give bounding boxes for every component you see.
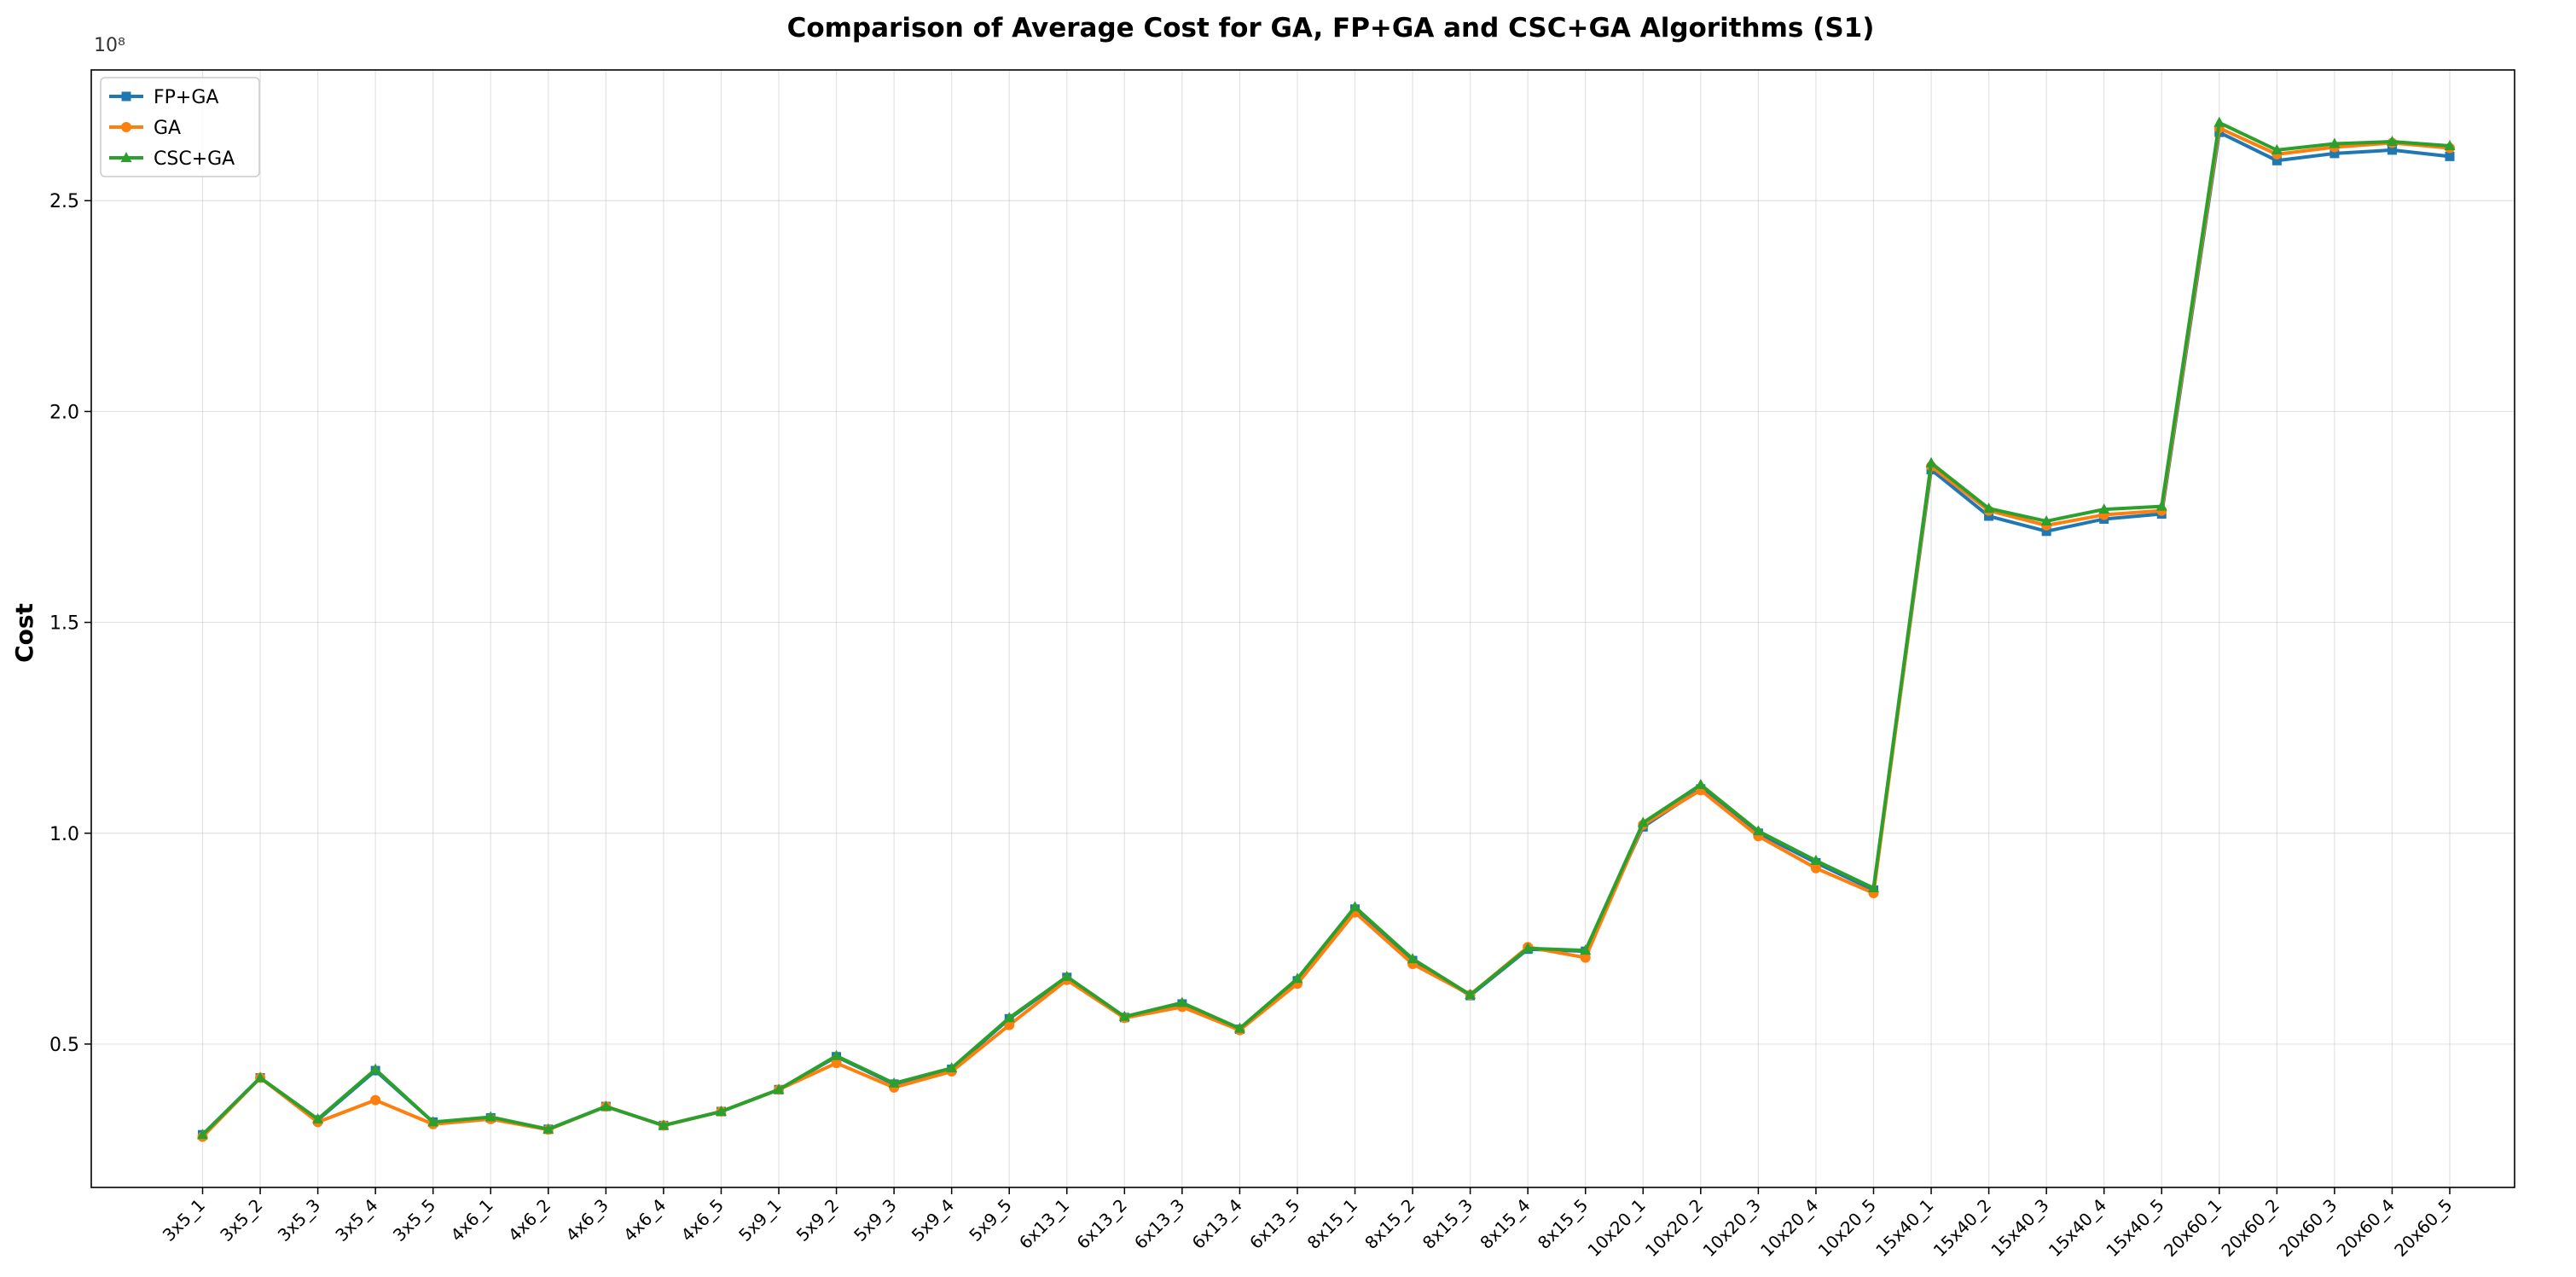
data-point-csc-ga	[1407, 953, 1419, 964]
data-point-csc-ga	[484, 1111, 496, 1122]
data-point-fp-ga	[2041, 526, 2051, 537]
data-point-csc-ga	[2329, 137, 2341, 148]
data-point-csc-ga	[1810, 854, 1822, 865]
legend-label-csc-ga: CSC+GA	[154, 148, 235, 170]
legend: FP+GA GA CSC+GA	[100, 77, 260, 177]
data-point-csc-ga	[600, 1100, 612, 1112]
data-point-fp-ga	[1984, 511, 1994, 521]
data-point-ga	[1810, 862, 1821, 874]
data-point-csc-ga	[1176, 996, 1188, 1007]
series-line-csc-ga	[200, 120, 2451, 1137]
data-point-csc-ga	[1925, 456, 1937, 467]
data-point-csc-ga	[831, 1049, 843, 1060]
data-point-csc-ga	[946, 1062, 958, 1073]
data-point-csc-ga	[254, 1071, 266, 1083]
data-point-csc-ga	[1637, 816, 1649, 827]
legend-label-ga: GA	[154, 118, 181, 139]
legend-label-fp-ga: FP+GA	[154, 87, 218, 108]
data-point-csc-ga	[1867, 882, 1879, 893]
y-tick-label: 1.5	[49, 613, 79, 635]
y-axis-offset-label: 10⁸	[94, 35, 125, 56]
data-point-csc-ga	[2444, 139, 2456, 150]
data-point-fp-ga	[2387, 145, 2397, 155]
data-point-csc-ga	[1003, 1012, 1015, 1023]
data-point-ga	[831, 1058, 842, 1069]
grid-lines	[91, 70, 2515, 1187]
legend-marker-fp-ga	[121, 91, 131, 102]
data-point-csc-ga	[2098, 503, 2110, 514]
data-point-csc-ga	[1752, 825, 1764, 836]
data-point-csc-ga	[888, 1077, 900, 1088]
legend-marker-ga	[121, 122, 131, 132]
legend-box	[100, 77, 260, 177]
data-point-csc-ga	[2155, 500, 2167, 511]
series-csc-ga	[197, 116, 2456, 1140]
data-point-csc-ga	[369, 1063, 381, 1074]
series-group	[197, 116, 2456, 1142]
data-point-csc-ga	[2386, 136, 2398, 147]
legend-marker-csc-ga	[120, 152, 132, 162]
data-point-ga	[1004, 1019, 1015, 1030]
data-point-csc-ga	[1291, 972, 1303, 984]
data-point-csc-ga	[1522, 942, 1534, 953]
data-point-csc-ga	[1695, 778, 1707, 789]
y-tick-label: 2.5	[49, 191, 79, 212]
data-point-fp-ga	[2271, 155, 2282, 165]
data-point-ga	[370, 1094, 381, 1106]
data-point-csc-ga	[2040, 514, 2052, 525]
y-tick-label: 0.5	[49, 1035, 79, 1056]
data-point-csc-ga	[1465, 989, 1477, 1000]
data-point-csc-ga	[1061, 970, 1073, 981]
data-point-csc-ga	[1983, 502, 1995, 514]
axes	[90, 69, 2515, 1188]
data-point-csc-ga	[2213, 116, 2225, 127]
data-point-csc-ga	[773, 1083, 785, 1094]
data-point-csc-ga	[542, 1123, 554, 1134]
data-point-csc-ga	[427, 1116, 439, 1127]
y-axis-ticks: 0.5 1.0 1.5 2.0 2.5	[49, 191, 91, 1056]
y-axis-label: Cost	[10, 603, 38, 663]
data-point-ga	[1580, 952, 1591, 963]
data-point-csc-ga	[197, 1129, 208, 1140]
data-point-csc-ga	[1118, 1010, 1130, 1021]
plot-frame	[90, 69, 2515, 1188]
data-point-csc-ga	[312, 1112, 324, 1123]
data-point-csc-ga	[658, 1119, 670, 1130]
y-tick-label: 2.0	[49, 402, 79, 423]
data-point-csc-ga	[715, 1106, 727, 1117]
data-point-csc-ga	[1580, 944, 1592, 955]
data-point-fp-ga	[2329, 148, 2340, 159]
data-point-fp-ga	[2445, 151, 2455, 161]
chart-title: Comparison of Average Cost for GA, FP+GA…	[787, 13, 1875, 44]
y-tick-label: 1.0	[49, 824, 79, 845]
data-point-csc-ga	[1349, 901, 1361, 912]
data-point-csc-ga	[1233, 1022, 1245, 1033]
data-point-csc-ga	[2271, 143, 2283, 154]
